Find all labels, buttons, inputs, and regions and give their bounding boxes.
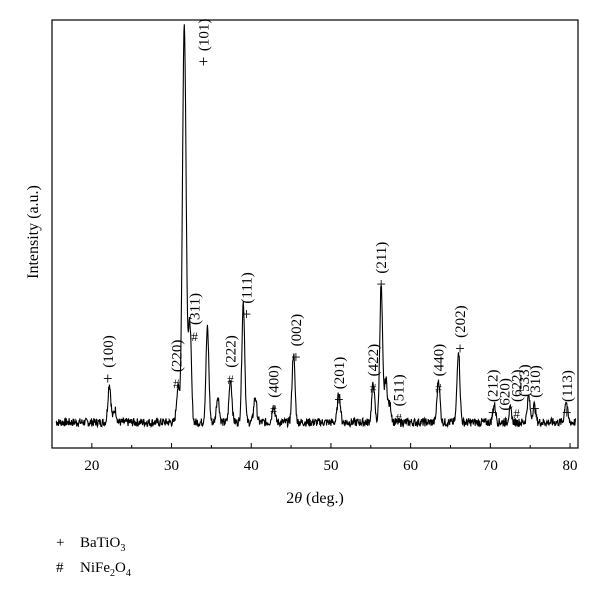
xrd-pattern <box>55 24 577 429</box>
peak-miller-index-label: (202) <box>453 305 469 338</box>
peak-marker: # <box>513 406 520 421</box>
peak-marker: + <box>199 52 209 71</box>
x-tick-label: 70 <box>483 458 498 474</box>
peak-miller-index-label: (311) <box>188 293 204 325</box>
peak-miller-index-label: (511) <box>392 374 408 406</box>
peak-miller-index-label: (111) <box>239 272 255 303</box>
peak-miller-index-label: (201) <box>332 357 348 390</box>
peak-marker: + <box>376 275 386 294</box>
peak-miller-index-label: (440) <box>432 344 448 377</box>
peak-miller-index-label: (400) <box>267 365 283 398</box>
peak-miller-index-label: (002) <box>289 314 305 347</box>
x-tick-label: 30 <box>164 458 179 474</box>
peak-marker: # <box>370 380 377 395</box>
x-label-theta: θ <box>294 490 302 507</box>
peak-miller-index-label: (100) <box>101 335 117 368</box>
y-axis-label: Intensity (a.u.) <box>25 185 42 279</box>
peak-marker: # <box>227 372 234 387</box>
xrd-pattern-line <box>55 24 577 429</box>
x-tick-label: 20 <box>84 458 99 474</box>
peak-miller-index-label: (101) <box>196 19 212 52</box>
peak-marker: # <box>395 410 402 425</box>
x-axis-ticks: 20 30 40 50 60 70 80 <box>51 443 578 474</box>
peak-miller-index-label: (220) <box>169 340 185 373</box>
peak-marker: + <box>455 339 465 358</box>
peak-marker: + <box>562 403 572 422</box>
peak-marker: + <box>488 403 498 422</box>
peak-marker: # <box>270 402 277 417</box>
peak-miller-index-label: (113) <box>560 370 576 402</box>
plot-frame <box>51 19 579 449</box>
peak-marker: # <box>191 329 198 344</box>
peak-marker: # <box>435 380 442 395</box>
x-tick-label: 60 <box>403 458 418 474</box>
peak-marker: # <box>501 415 508 430</box>
peak-miller-index-label: (212) <box>486 370 502 403</box>
peak-marker: + <box>530 399 540 418</box>
x-tick-label: 40 <box>244 458 259 474</box>
peak-marker: + <box>291 347 301 366</box>
x-tick-label: 50 <box>323 458 338 474</box>
peak-marker: + <box>334 390 344 409</box>
peak-annotations: +(101)#(311)#(220)+(100)#(222)+(111)#(40… <box>101 19 576 430</box>
peak-miller-index-label: (222) <box>224 335 240 368</box>
peak-miller-index-label: (620) <box>498 378 514 411</box>
peak-miller-index-label: (422) <box>366 344 382 377</box>
peak-miller-index-label: (533) <box>517 364 533 397</box>
x-tick-label: 80 <box>563 458 578 474</box>
peak-miller-index-label: (622) <box>510 370 526 403</box>
peak-marker: # <box>173 376 180 391</box>
x-label-unit: (deg.) <box>302 490 344 507</box>
x-label-prefix: 2 <box>286 490 294 507</box>
peak-miller-index-label: (310) <box>528 365 544 398</box>
peak-miller-index-label: (211) <box>374 242 390 274</box>
peak-marker: + <box>103 369 113 388</box>
peak-marker: + <box>242 305 252 324</box>
x-axis-label: 2θ (deg.) <box>286 490 344 507</box>
